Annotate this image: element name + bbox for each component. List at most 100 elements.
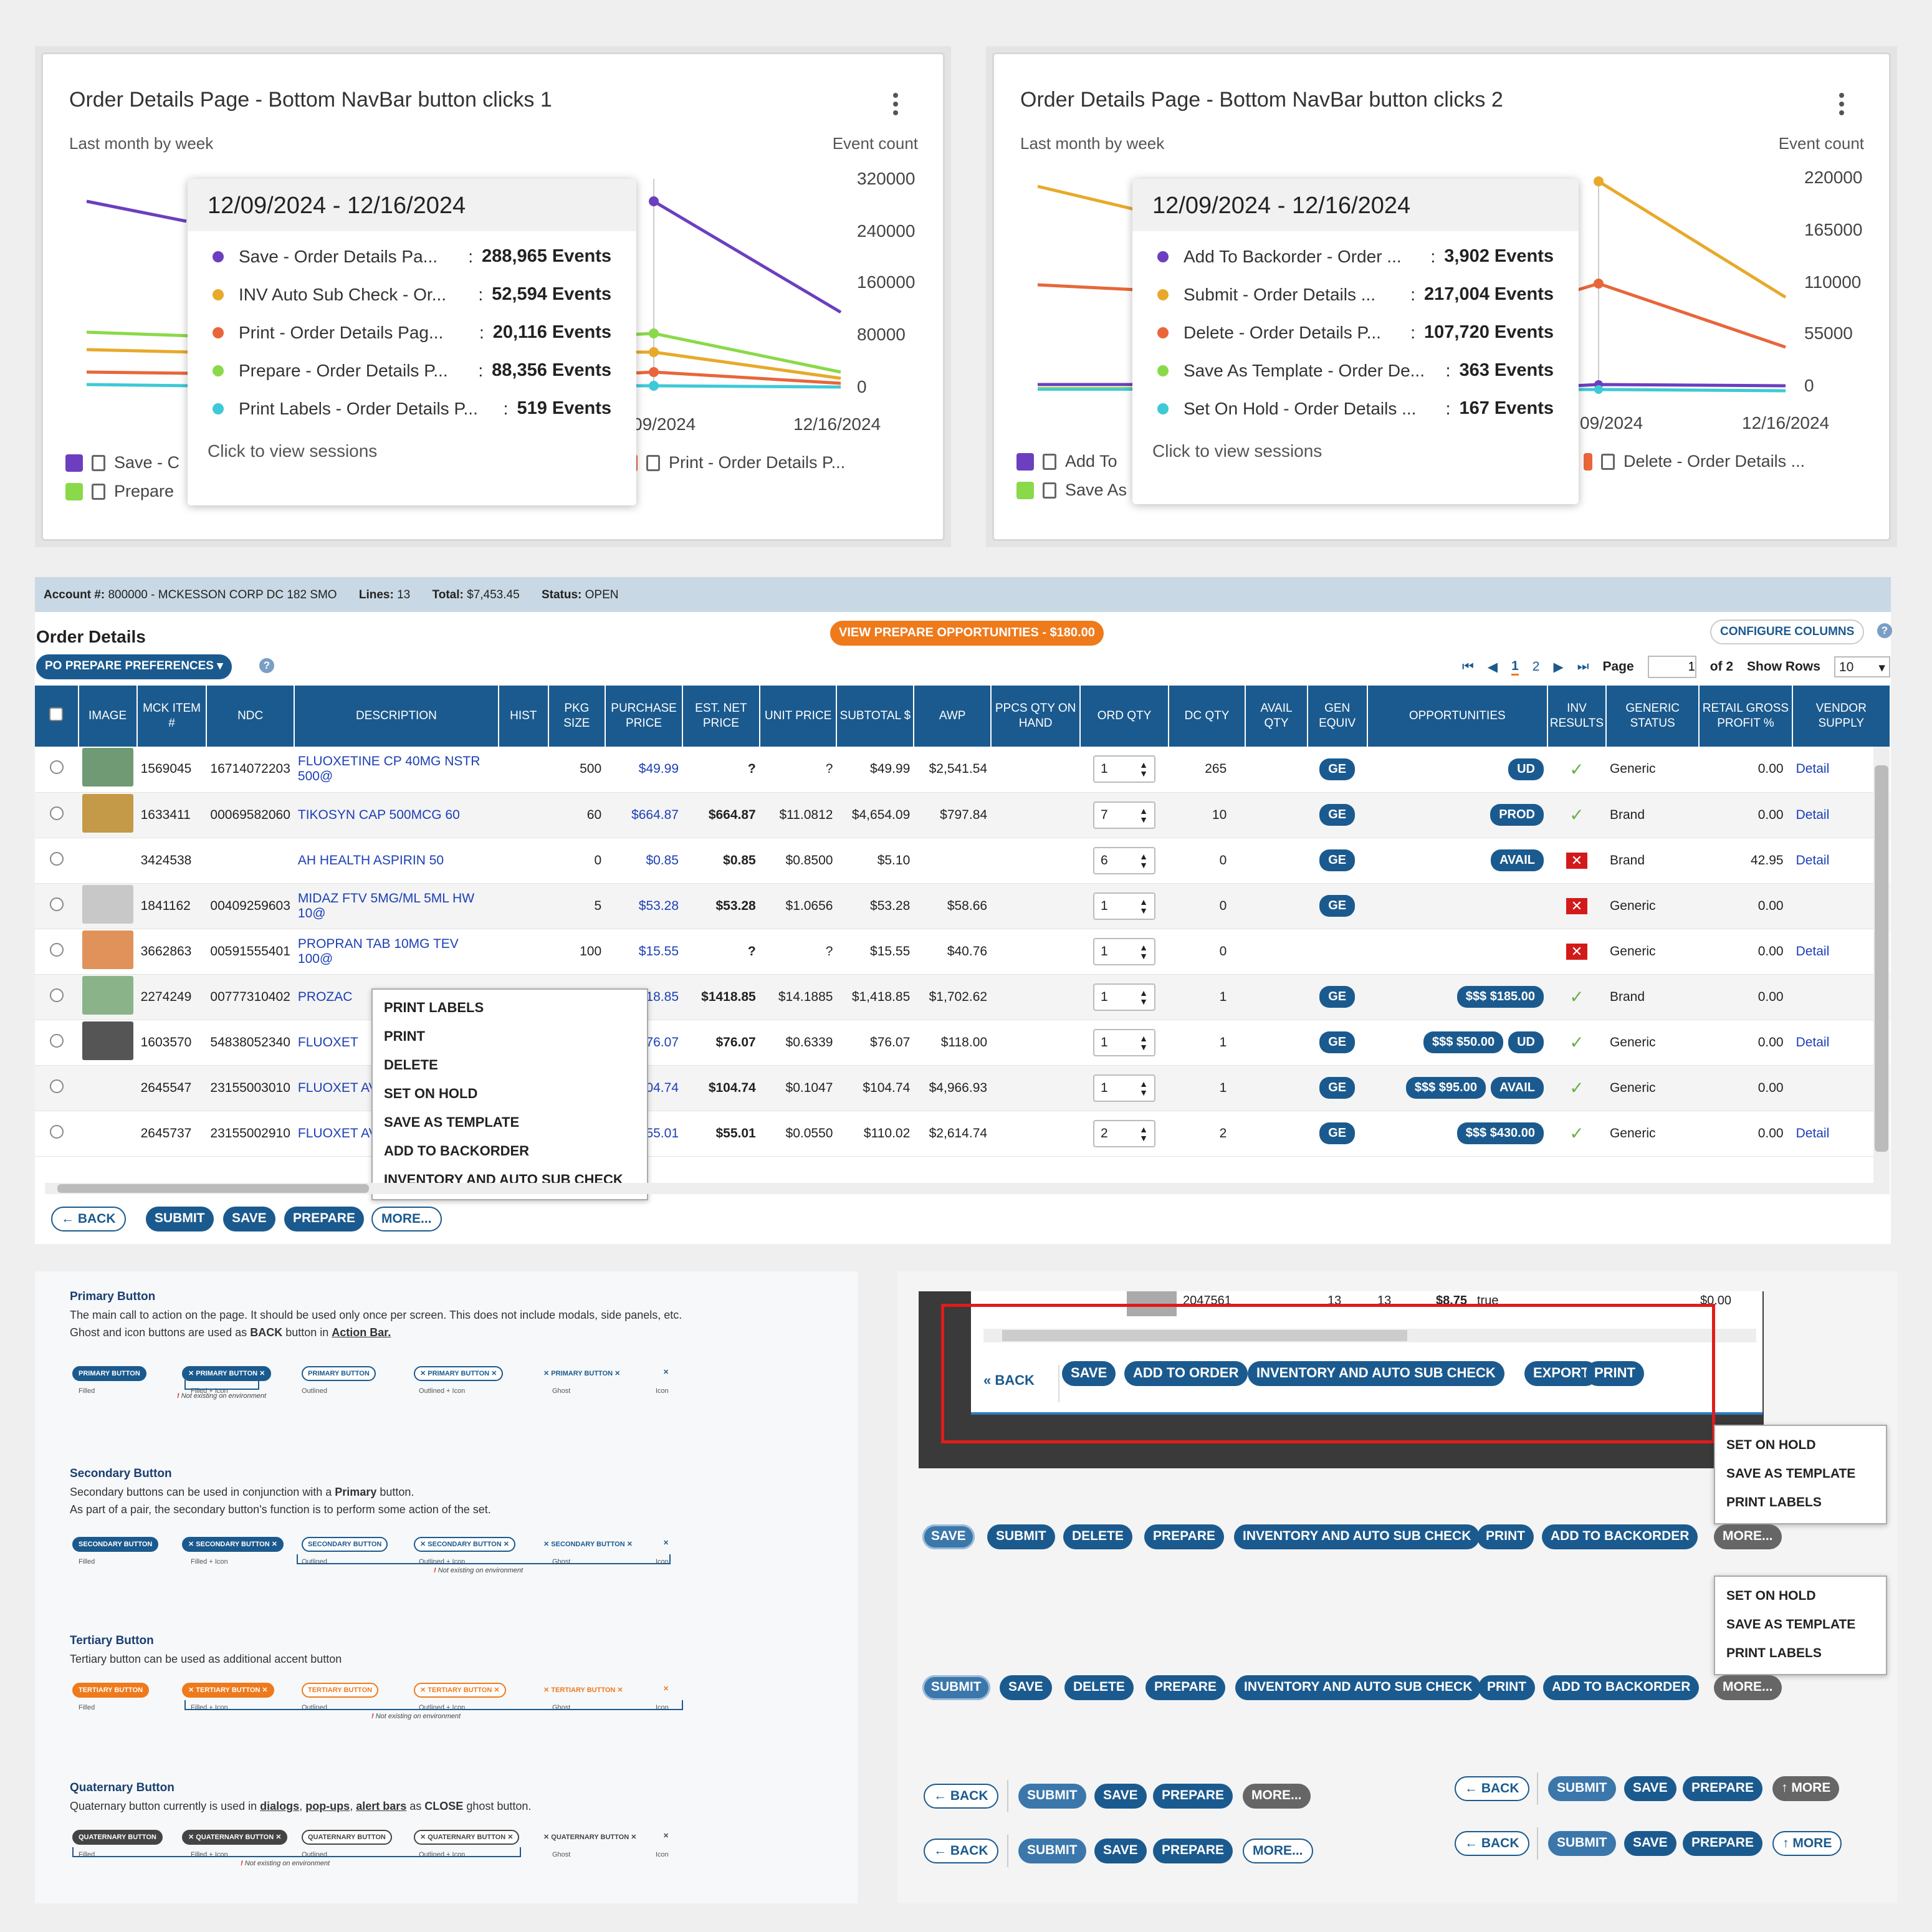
secondary-sample-3[interactable]: ✕ SECONDARY BUTTON ✕	[414, 1537, 515, 1552]
product-image[interactable]	[82, 975, 133, 1015]
next-page-icon[interactable]: ▶	[1553, 659, 1564, 674]
prepare-button[interactable]: PREPARE	[1153, 1784, 1233, 1809]
menu-item-print-labels[interactable]: PRINT LABELS	[384, 1000, 484, 1015]
column-header[interactable]: DESCRIPTION	[294, 686, 499, 747]
help-icon[interactable]: ?	[259, 658, 274, 673]
stepper-arrows-icon[interactable]: ▲ ▼	[1139, 1078, 1148, 1098]
configure-columns-button[interactable]: CONFIGURE COLUMNS	[1710, 619, 1865, 644]
primary-sample-4[interactable]: ✕ PRIMARY BUTTON ✕	[543, 1370, 621, 1377]
menu-item-set-on-hold[interactable]: SET ON HOLD	[1726, 1438, 1816, 1452]
column-header[interactable]: SUBTOTAL $	[836, 686, 915, 747]
primary-sample-3[interactable]: ✕ PRIMARY BUTTON ✕	[414, 1366, 504, 1381]
ord-qty-stepper[interactable]: 6 ▲ ▼	[1093, 846, 1155, 874]
table-row[interactable]: 3424538 AH HEALTH ASPIRIN 50 0 $0.85 $0.…	[35, 838, 1890, 884]
table-row[interactable]: 1841162 00409259603 MIDAZ FTV 5MG/ML 5ML…	[35, 883, 1890, 929]
kebab-menu-icon[interactable]	[1839, 93, 1845, 118]
menu-item-print-labels[interactable]: PRINT LABELS	[1726, 1495, 1822, 1509]
gen-equiv-badge[interactable]: GE	[1319, 849, 1356, 871]
save-button[interactable]: SAVE	[1624, 1831, 1676, 1856]
vertical-scrollbar[interactable]	[1873, 747, 1890, 1183]
quaternary-sample-4[interactable]: ✕ QUATERNARY BUTTON ✕	[543, 1834, 637, 1841]
prepare-button[interactable]: PREPARE	[1683, 1831, 1762, 1856]
more-button[interactable]: MORE...	[371, 1207, 442, 1231]
purchase-price[interactable]: $15.55	[605, 929, 682, 975]
chart2-legend-item[interactable]: Delete - Order Details ...	[1584, 452, 1805, 471]
column-header[interactable]: NDC	[206, 686, 295, 747]
savebutton[interactable]: SAVE	[922, 1524, 975, 1549]
description-link[interactable]: TIKOSYN CAP 500MCG 60	[294, 792, 499, 838]
primary-icon-sample[interactable]: ✕	[663, 1369, 669, 1376]
column-header[interactable]: HIST	[498, 686, 549, 747]
chart2-tooltip[interactable]: 12/09/2024 - 12/16/2024 Add To Backorder…	[1132, 179, 1579, 504]
column-header[interactable]: ORD QTY	[1080, 686, 1169, 747]
action-button[interactable]: SAVE	[1062, 1361, 1116, 1386]
product-image[interactable]	[82, 930, 133, 969]
submitbutton[interactable]: SUBMIT	[922, 1675, 990, 1700]
stepper-arrows-icon[interactable]: ▲ ▼	[1139, 1033, 1148, 1052]
submit-button[interactable]: SUBMIT	[146, 1207, 214, 1231]
description-link[interactable]: MIDAZ FTV 5MG/ML 5ML HW 10@	[294, 883, 499, 929]
purchase-price[interactable]: $49.99	[605, 747, 682, 793]
purchase-price[interactable]: $664.87	[605, 792, 682, 838]
view-sessions-link[interactable]: Click to view sessions	[1152, 441, 1322, 461]
menu-item-save-as-template[interactable]: SAVE AS TEMPLATE	[1726, 1617, 1856, 1632]
purchase-price[interactable]: $0.85	[605, 838, 682, 884]
stepper-arrows-icon[interactable]: ▲ ▼	[1139, 851, 1148, 870]
page-input[interactable]	[1647, 656, 1696, 678]
savebutton[interactable]: SAVE	[1000, 1675, 1052, 1700]
quaternary-sample-3[interactable]: ✕ QUATERNARY BUTTON ✕	[414, 1830, 520, 1845]
purchase-price[interactable]: $53.28	[605, 883, 682, 929]
column-header[interactable]: PURCHASE PRICE	[605, 686, 683, 747]
table-row[interactable]: 1633411 00069582060 TIKOSYN CAP 500MCG 6…	[35, 792, 1890, 838]
gen-equiv-badge[interactable]: GE	[1319, 804, 1356, 826]
back-button[interactable]: ← BACK	[924, 1839, 998, 1863]
ord-qty-stepper[interactable]: 1 ▲ ▼	[1093, 983, 1155, 1011]
add-to-backorderbutton[interactable]: ADD TO BACKORDER	[1543, 1675, 1700, 1700]
row-checkbox[interactable]	[49, 1124, 64, 1139]
tertiary-sample-3[interactable]: ✕ TERTIARY BUTTON ✕	[414, 1683, 506, 1698]
row-checkbox[interactable]	[49, 942, 64, 957]
submit-button[interactable]: SUBMIT	[1018, 1839, 1086, 1863]
column-header[interactable]: PKG SIZE	[548, 686, 606, 747]
add-to-backorderbutton[interactable]: ADD TO BACKORDER	[1542, 1524, 1698, 1549]
preparebutton[interactable]: PREPARE	[1145, 1675, 1225, 1700]
action-button[interactable]: PRINT	[1585, 1361, 1644, 1386]
quaternary-sample-2[interactable]: QUATERNARY BUTTON	[302, 1830, 392, 1845]
opportunity-badge[interactable]: PROD	[1490, 804, 1544, 826]
view-prepare-opportunities-button[interactable]: VIEW PREPARE OPPORTUNITIES - $180.00	[830, 621, 1104, 646]
tertiary-sample-0[interactable]: TERTIARY BUTTON	[72, 1683, 150, 1698]
menu-item-print[interactable]: PRINT	[384, 1028, 425, 1044]
gen-equiv-badge[interactable]: GE	[1319, 895, 1356, 917]
row-checkbox[interactable]	[49, 1079, 64, 1093]
stepper-arrows-icon[interactable]: ▲ ▼	[1139, 896, 1148, 916]
table-row[interactable]: 2274249 00777310402 PROZAC $1418.85 $141…	[35, 974, 1890, 1020]
more-button[interactable]: MORE...	[1714, 1524, 1782, 1549]
last-page-icon[interactable]: ⏭	[1577, 659, 1589, 674]
submit-button[interactable]: SUBMIT	[1018, 1784, 1086, 1809]
column-header[interactable]: OPPORTUNITIES	[1367, 686, 1549, 747]
secondary-sample-1[interactable]: ✕ SECONDARY BUTTON ✕	[182, 1537, 284, 1552]
stepper-arrows-icon[interactable]: ▲ ▼	[1139, 760, 1148, 779]
secondary-sample-4[interactable]: ✕ SECONDARY BUTTON ✕	[543, 1541, 633, 1548]
ord-qty-stepper[interactable]: 1 ▲ ▼	[1093, 1028, 1155, 1056]
menu-item-set-on-hold[interactable]: SET ON HOLD	[1726, 1589, 1816, 1603]
menu-item-save-as-template[interactable]: SAVE AS TEMPLATE	[384, 1114, 520, 1130]
submitbutton[interactable]: SUBMIT	[987, 1524, 1055, 1549]
back-button[interactable]: ← BACK	[51, 1207, 126, 1231]
ord-qty-stepper[interactable]: 1 ▲ ▼	[1093, 755, 1155, 783]
row-checkbox[interactable]	[49, 851, 64, 866]
prepare-button[interactable]: PREPARE	[1153, 1839, 1233, 1863]
primary-sample-2[interactable]: PRIMARY BUTTON	[302, 1366, 376, 1381]
column-header[interactable]: INV RESULTS	[1547, 686, 1607, 747]
more-button[interactable]: MORE...	[1714, 1675, 1782, 1700]
po-prepare-preferences-dropdown[interactable]: PO PREPARE PREFERENCES ▾	[36, 654, 232, 679]
quaternary-icon-sample[interactable]: ✕	[663, 1832, 669, 1840]
table-row[interactable]: 1603570 54838052340 FLUOXET $76.07 $76.0…	[35, 1020, 1890, 1066]
gen-equiv-badge[interactable]: GE	[1319, 986, 1356, 1008]
column-header[interactable]: UNIT PRICE	[759, 686, 838, 747]
column-header[interactable]: RETAIL GROSS PROFIT %	[1699, 686, 1793, 747]
stepper-arrows-icon[interactable]: ▲ ▼	[1139, 805, 1148, 825]
opportunity-badge[interactable]: $$$ $185.00	[1456, 986, 1544, 1008]
action-button[interactable]: ADD TO ORDER	[1124, 1361, 1248, 1386]
row-checkbox[interactable]	[49, 760, 64, 775]
